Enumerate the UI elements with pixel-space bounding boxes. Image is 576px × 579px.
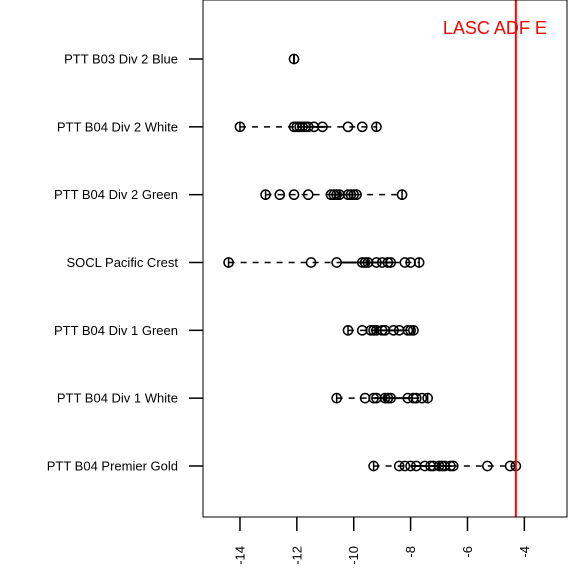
data-point [504, 460, 516, 472]
data-point [416, 392, 428, 404]
data-point [376, 324, 388, 336]
data-point [274, 189, 286, 201]
x-tick-label: -4 [517, 546, 532, 558]
series-group [234, 121, 382, 133]
data-point [385, 392, 397, 404]
data-point [288, 189, 300, 201]
y-tick-label: PTT B04 Div 2 Green [54, 187, 178, 202]
data-point [396, 189, 408, 201]
y-tick-label: SOCL Pacific Crest [67, 255, 179, 270]
data-point [413, 257, 425, 268]
x-tick-label: -8 [403, 546, 418, 558]
data-point [405, 460, 416, 472]
data-point [422, 392, 434, 404]
data-point [371, 257, 382, 268]
series-group [342, 324, 419, 336]
data-point [328, 189, 340, 201]
data-point [408, 324, 419, 336]
data-point [382, 392, 394, 404]
data-point [342, 324, 354, 336]
data-point [410, 392, 422, 404]
data-point [331, 392, 343, 404]
series-group [260, 189, 408, 201]
axes-layer: PTT B03 Div 2 Blue PTT B04 Div 2 White PTT… [47, 52, 532, 565]
x-tick-label: -10 [346, 546, 361, 565]
data-point [223, 257, 234, 268]
data-point [368, 392, 379, 404]
data-point [356, 121, 368, 133]
data-point [234, 121, 246, 133]
data-point [399, 257, 411, 268]
data-point [365, 324, 377, 336]
data-point [388, 324, 399, 336]
y-tick-label: PTT B04 Premier Gold [47, 458, 178, 473]
y-tick-label: PTT B04 Div 2 White [57, 119, 178, 134]
y-tick-label: PTT B03 Div 2 Blue [64, 52, 178, 67]
data-point [348, 189, 360, 201]
series-group [368, 460, 522, 472]
plot-content: LASC ADF E [223, 0, 547, 517]
data-point [433, 460, 445, 472]
data-point [351, 189, 362, 201]
data-point [359, 257, 371, 268]
data-point [405, 324, 416, 336]
data-point [368, 460, 379, 472]
data-point [342, 121, 354, 133]
x-tick-label: -12 [289, 546, 304, 565]
y-tick-label: PTT B04 Div 1 White [57, 391, 178, 406]
data-point [345, 189, 357, 201]
x-tick-label: -14 [232, 546, 247, 565]
data-point [482, 460, 493, 472]
data-point [317, 121, 328, 133]
data-point [297, 121, 308, 133]
plot-frame [202, 0, 568, 518]
data-point [331, 257, 343, 268]
data-point [305, 257, 317, 268]
data-point [288, 53, 300, 65]
data-point [379, 392, 391, 404]
data-point [385, 257, 397, 268]
reference-line-label: LASC ADF E [443, 18, 547, 38]
data-point [402, 324, 414, 336]
data-point [302, 189, 314, 201]
data-point [302, 121, 314, 133]
data-point [399, 460, 411, 472]
x-tick-label: -6 [460, 546, 475, 558]
y-tick-label: PTT B04 Div 1 Green [54, 323, 178, 338]
data-point [447, 460, 459, 472]
series-group [288, 53, 300, 65]
data-point [331, 189, 343, 201]
series-group [331, 392, 434, 404]
data-point [445, 460, 456, 472]
data-point [382, 257, 394, 268]
data-point [371, 121, 382, 133]
series-group [223, 257, 425, 268]
data-point [356, 257, 368, 268]
data-point [393, 460, 405, 472]
data-point [260, 189, 271, 201]
